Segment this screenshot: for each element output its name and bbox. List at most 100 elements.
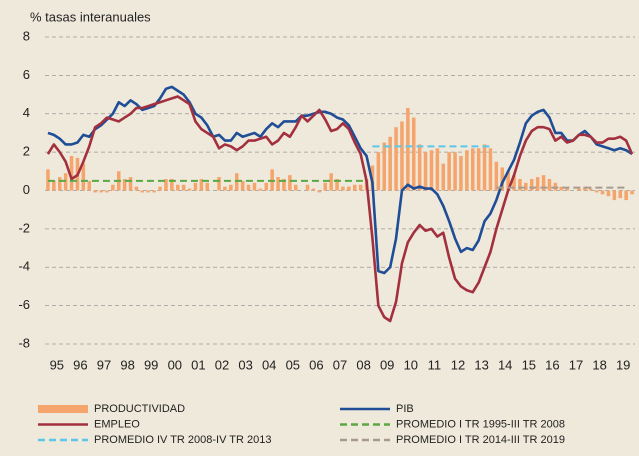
bar bbox=[187, 188, 192, 191]
x-tick-label: 18 bbox=[592, 357, 606, 372]
bar bbox=[600, 190, 605, 195]
y-tick-label: -6 bbox=[18, 297, 30, 312]
bar bbox=[453, 152, 457, 191]
bar bbox=[81, 163, 86, 191]
bar bbox=[246, 184, 251, 191]
bar bbox=[105, 190, 109, 193]
bar bbox=[335, 178, 339, 191]
bar bbox=[559, 186, 564, 191]
y-tick-label: 4 bbox=[23, 105, 30, 120]
bar bbox=[323, 182, 328, 191]
x-tick-label: 00 bbox=[168, 357, 182, 372]
bar bbox=[217, 177, 221, 191]
bar bbox=[588, 188, 593, 191]
bar bbox=[264, 182, 269, 191]
x-tick-label: 12 bbox=[451, 357, 465, 372]
bar bbox=[606, 190, 611, 197]
bar bbox=[317, 190, 322, 193]
legend-label: PROMEDIO I TR 1995-III TR 2008 bbox=[396, 418, 565, 430]
x-tick-label: 11 bbox=[428, 357, 442, 372]
bar bbox=[140, 190, 145, 193]
bar bbox=[541, 175, 546, 191]
bar bbox=[223, 186, 227, 191]
bar bbox=[57, 177, 62, 191]
x-tick-label: 06 bbox=[309, 357, 323, 372]
x-tick-label: 17 bbox=[569, 357, 583, 372]
y-tick-label: -8 bbox=[18, 335, 30, 350]
bar bbox=[341, 186, 345, 191]
bar bbox=[411, 117, 416, 191]
bar bbox=[447, 152, 451, 191]
bar bbox=[524, 182, 528, 191]
bar bbox=[352, 184, 357, 191]
x-tick-label: 96 bbox=[73, 357, 87, 372]
x-tick-label: 03 bbox=[238, 357, 252, 372]
x-tick-label: 05 bbox=[286, 357, 300, 372]
legend-label: PRODUCTIVIDAD bbox=[94, 403, 185, 415]
bar bbox=[630, 190, 634, 195]
y-tick-label: 6 bbox=[23, 67, 30, 82]
bar bbox=[282, 178, 286, 191]
y-tick-label: 8 bbox=[23, 28, 30, 43]
x-tick-label: 19 bbox=[616, 357, 630, 372]
bar bbox=[93, 190, 97, 193]
bar bbox=[347, 186, 351, 191]
line-series bbox=[46, 95, 634, 323]
y-tick-label: 2 bbox=[23, 144, 30, 159]
x-tick-label: 16 bbox=[545, 357, 559, 372]
bar bbox=[494, 161, 499, 191]
bar bbox=[305, 184, 310, 191]
y-tick-label: -4 bbox=[18, 259, 30, 274]
bar bbox=[618, 190, 623, 199]
bar bbox=[512, 175, 516, 191]
bar bbox=[518, 178, 522, 191]
bar bbox=[146, 190, 151, 193]
bar bbox=[417, 144, 422, 191]
bar bbox=[459, 155, 463, 191]
bar bbox=[429, 150, 434, 191]
x-tick-label: 08 bbox=[356, 357, 370, 372]
bar bbox=[52, 180, 56, 191]
bar bbox=[488, 148, 493, 191]
y-tick-label: 0 bbox=[23, 182, 30, 197]
x-tick-label: 04 bbox=[262, 357, 276, 372]
bar bbox=[465, 150, 469, 191]
bar bbox=[624, 190, 628, 201]
bar bbox=[376, 152, 381, 191]
x-tick-label: 15 bbox=[522, 357, 536, 372]
bar bbox=[470, 148, 475, 191]
x-tick-label: 99 bbox=[144, 357, 158, 372]
bar bbox=[175, 184, 180, 191]
x-tick-label: 14 bbox=[498, 357, 512, 372]
bar bbox=[128, 177, 133, 191]
bar bbox=[482, 144, 487, 191]
bar bbox=[358, 184, 363, 191]
bar bbox=[311, 188, 316, 191]
bar bbox=[111, 184, 115, 191]
bar bbox=[435, 148, 440, 191]
bar bbox=[258, 188, 263, 191]
bar bbox=[500, 167, 505, 191]
bar bbox=[122, 178, 127, 191]
bar bbox=[69, 155, 74, 191]
bar bbox=[594, 190, 599, 193]
bar bbox=[612, 190, 617, 201]
chart-title: % tasas interanuales bbox=[30, 9, 151, 24]
bar bbox=[529, 178, 534, 191]
x-tick-label: 13 bbox=[474, 357, 488, 372]
bar bbox=[240, 180, 245, 191]
bar bbox=[394, 127, 398, 191]
bar bbox=[229, 184, 233, 191]
y-tick-label: -2 bbox=[18, 220, 30, 235]
legend-label: PIB bbox=[396, 403, 414, 415]
bar bbox=[382, 142, 387, 191]
bar bbox=[441, 163, 446, 191]
bar bbox=[288, 175, 292, 191]
bar bbox=[205, 182, 210, 191]
legend-label: PROMEDIO IV TR 2008-IV TR 2013 bbox=[94, 434, 272, 446]
bar bbox=[388, 136, 392, 191]
x-tick-label: 07 bbox=[333, 357, 347, 372]
bar bbox=[423, 152, 428, 191]
